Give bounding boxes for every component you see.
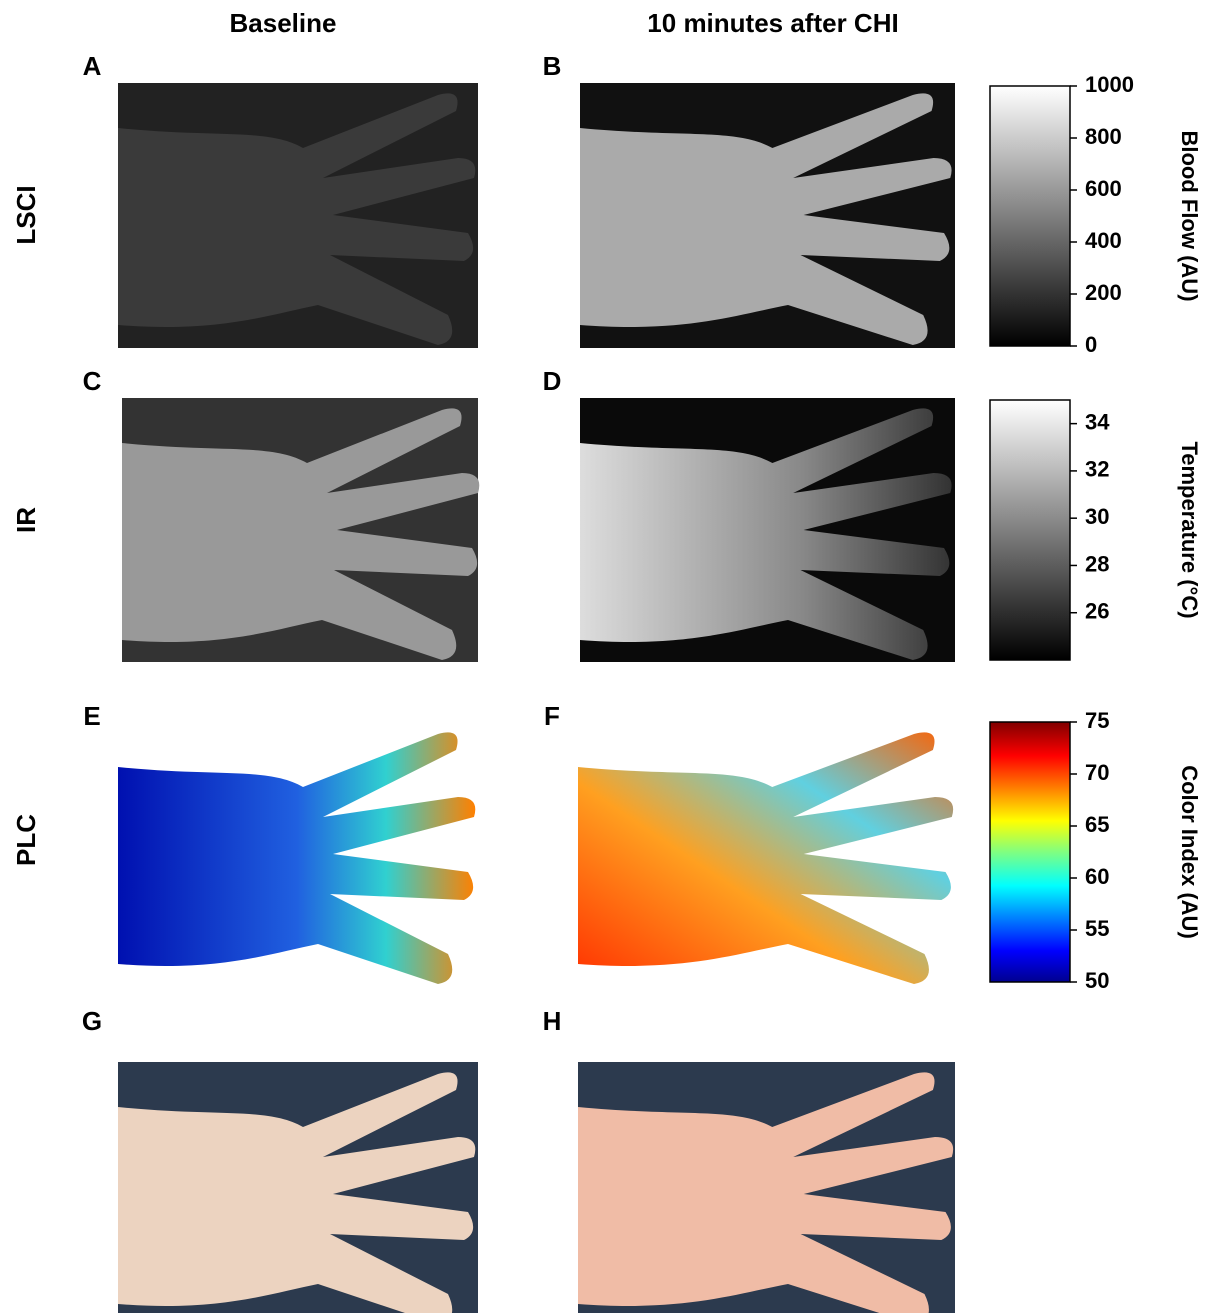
colorbar-tick-label: 55: [1085, 916, 1109, 941]
colorbar-tick-label: 34: [1085, 409, 1110, 434]
colorbar-tick-label: 60: [1085, 864, 1109, 889]
plc-chi-image: [578, 732, 953, 984]
column-title: 10 minutes after CHI: [647, 8, 898, 38]
colorbar-tick-label: 600: [1085, 176, 1122, 201]
colorbar-tick-label: 65: [1085, 812, 1109, 837]
colorbar: [990, 400, 1070, 660]
panel-letter: D: [543, 366, 562, 396]
colorbar-tick-label: 200: [1085, 280, 1122, 305]
panel-letter: B: [543, 51, 562, 81]
row-label: IR: [11, 507, 41, 533]
colorbar-tick-label: 800: [1085, 124, 1122, 149]
panel-letter: H: [543, 1006, 562, 1036]
colorbar-tick-label: 50: [1085, 968, 1109, 993]
colorbar-tick-label: 1000: [1085, 72, 1134, 97]
panel-letter: E: [83, 701, 100, 731]
panel-letter: C: [83, 366, 102, 396]
panels: [118, 83, 955, 1313]
row-label: PLC: [11, 814, 41, 866]
panel-letter: G: [82, 1006, 102, 1036]
colorbar-tick-label: 32: [1085, 457, 1109, 482]
panel-letter: F: [544, 701, 560, 731]
colorbar-tick-label: 70: [1085, 760, 1109, 785]
plc-baseline-image: [118, 732, 475, 984]
colorbar-tick-label: 0: [1085, 332, 1097, 357]
colorbar: [990, 722, 1070, 982]
colorbar: [990, 86, 1070, 346]
row-label: LSCI: [11, 185, 41, 244]
colorbar-label: Blood Flow (AU): [1177, 130, 1202, 301]
colorbar-tick-label: 75: [1085, 708, 1109, 733]
column-title: Baseline: [230, 8, 337, 38]
colorbar-tick-label: 400: [1085, 228, 1122, 253]
colorbar-tick-label: 28: [1085, 551, 1109, 576]
colorbar-tick-label: 30: [1085, 504, 1109, 529]
figure: Baseline 10 minutes after CHI LSCI IR PLC A B C…: [0, 0, 1208, 1313]
panel-letter: A: [83, 51, 102, 81]
colorbar-label: Color Index (AU): [1177, 765, 1202, 939]
colorbar-label: Temperature (°C): [1177, 441, 1202, 618]
colorbar-tick-label: 26: [1085, 599, 1109, 624]
